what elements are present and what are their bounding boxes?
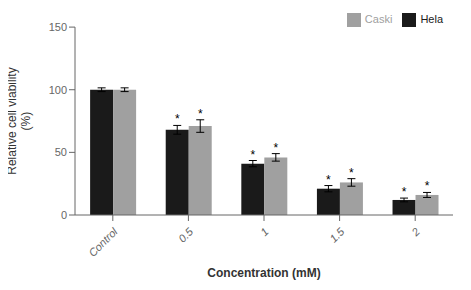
svg-text:*: * [326, 173, 331, 187]
html-text:Hela: Hela [420, 13, 443, 25]
svg-text:1: 1 [258, 225, 271, 238]
svg-text:*: * [198, 107, 203, 121]
svg-text:Relative cell viability(%): Relative cell viability(%) [8, 67, 33, 174]
svg-text:1.5: 1.5 [327, 225, 347, 245]
svg-text:150: 150 [49, 21, 67, 33]
svg-text:*: * [402, 185, 407, 199]
svg-text:100: 100 [49, 84, 67, 96]
html-text:Caski: Caski [364, 13, 393, 25]
svg-text:0: 0 [61, 209, 67, 221]
svg-text:2: 2 [409, 225, 423, 239]
svg-text:Concentration (mM): Concentration (mM) [207, 266, 320, 280]
svg-text:50: 50 [55, 146, 67, 158]
svg-text:0.5: 0.5 [176, 225, 196, 245]
svg-text:*: * [250, 148, 255, 162]
svg-text:*: * [425, 179, 430, 193]
svg-text:*: * [349, 166, 354, 180]
svg-text:*: * [273, 141, 278, 155]
svg-text:Control: Control [86, 225, 120, 259]
svg-text:*: * [175, 112, 180, 126]
